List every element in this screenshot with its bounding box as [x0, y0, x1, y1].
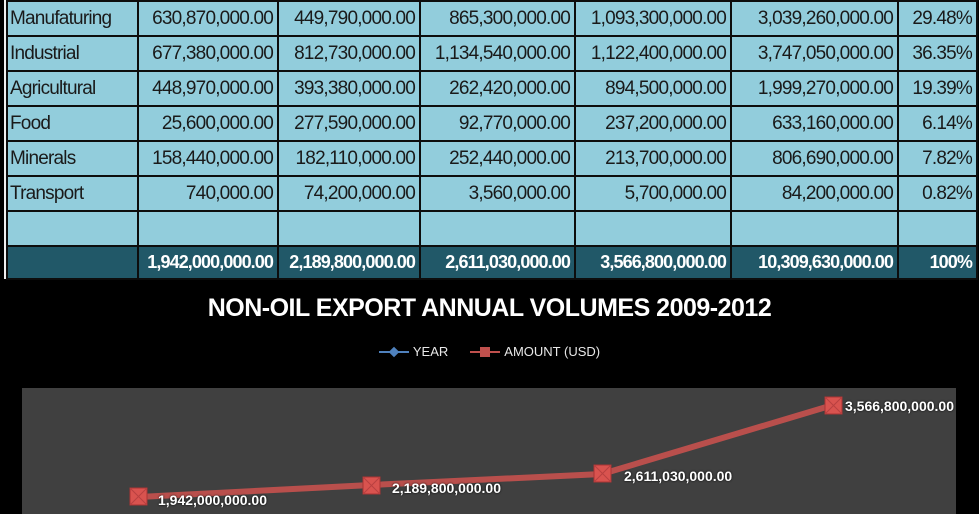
- table-row: Transport 740,000.00 74,200,000.00 3,560…: [6, 175, 978, 212]
- row-total-cell: 3,039,260,000.00: [730, 0, 899, 37]
- row-total-cell: 633,160,000.00: [730, 105, 899, 142]
- diamond-marker-icon: [378, 346, 409, 357]
- value-cell: 158,440,000.00: [137, 140, 279, 177]
- square-marker-icon: [362, 476, 381, 495]
- chart-title: NON-OIL EXPORT ANNUAL VOLUMES 2009-2012: [207, 294, 772, 322]
- category-cell: Transport: [6, 175, 139, 212]
- percent-cell: 0.82%: [897, 175, 978, 212]
- value-cell: 812,730,000.00: [277, 35, 421, 72]
- row-total-cell: 806,690,000.00: [730, 140, 899, 177]
- category-cell: Food: [6, 105, 139, 142]
- value-cell: 1,122,400,000.00: [574, 35, 732, 72]
- value-cell: 1,134,540,000.00: [419, 35, 576, 72]
- total-cell: 2,611,030,000.00: [419, 245, 576, 280]
- grand-total-cell: 10,309,630,000.00: [730, 245, 899, 280]
- data-label: 2,611,030,000.00: [624, 468, 733, 484]
- table-row: Industrial 677,380,000.00 812,730,000.00…: [6, 35, 978, 72]
- category-cell: Minerals: [6, 140, 139, 177]
- chart-legend: YEAR AMOUNT (USD): [0, 344, 979, 359]
- table-row: Agricultural 448,970,000.00 393,380,000.…: [6, 70, 978, 107]
- value-cell: 182,110,000.00: [277, 140, 421, 177]
- value-cell: 3,560,000.00: [419, 175, 576, 212]
- value-cell: 25,600,000.00: [137, 105, 279, 142]
- total-row: 1,942,000,000.00 2,189,800,000.00 2,611,…: [6, 245, 978, 280]
- square-marker-icon: [824, 396, 843, 415]
- total-percent-cell: 100%: [897, 245, 978, 280]
- value-cell: 5,700,000.00: [574, 175, 732, 212]
- value-cell: 677,380,000.00: [137, 35, 279, 72]
- table-row: Manufaturing 630,870,000.00 449,790,000.…: [6, 0, 978, 37]
- line-chart: NON-OIL EXPORT ANNUAL VOLUMES 2009-2012 …: [0, 280, 979, 514]
- value-cell: 277,590,000.00: [277, 105, 421, 142]
- empty-cell: [897, 210, 978, 247]
- category-cell: Manufaturing: [6, 0, 139, 37]
- data-label: 1,942,000,000.00: [158, 492, 267, 508]
- table-row: Minerals 158,440,000.00 182,110,000.00 2…: [6, 140, 978, 177]
- value-cell: 237,200,000.00: [574, 105, 732, 142]
- data-label: 3,566,800,000.00: [845, 398, 954, 414]
- value-cell: 630,870,000.00: [137, 0, 279, 37]
- square-marker-icon: [470, 346, 501, 357]
- blank-row: [6, 210, 978, 247]
- percent-cell: 29.48%: [897, 0, 978, 37]
- total-cell: 1,942,000,000.00: [137, 245, 279, 280]
- value-cell: 92,770,000.00: [419, 105, 576, 142]
- row-total-cell: 84,200,000.00: [730, 175, 899, 212]
- legend-label: AMOUNT (USD): [504, 344, 601, 359]
- empty-cell: [419, 210, 576, 247]
- percent-cell: 7.82%: [897, 140, 978, 177]
- value-cell: 393,380,000.00: [277, 70, 421, 107]
- empty-cell: [574, 210, 732, 247]
- export-table-container: Manufaturing 630,870,000.00 449,790,000.…: [4, 0, 978, 280]
- percent-cell: 19.39%: [897, 70, 978, 107]
- percent-cell: 6.14%: [897, 105, 978, 142]
- value-cell: 1,093,300,000.00: [574, 0, 732, 37]
- value-cell: 449,790,000.00: [277, 0, 421, 37]
- legend-label: YEAR: [412, 344, 449, 359]
- value-cell: 74,200,000.00: [277, 175, 421, 212]
- category-cell: Agricultural: [6, 70, 139, 107]
- empty-cell: [730, 210, 899, 247]
- percent-cell: 36.35%: [897, 35, 978, 72]
- value-cell: 252,440,000.00: [419, 140, 576, 177]
- square-marker-icon: [129, 487, 148, 506]
- square-marker-icon: [593, 464, 612, 483]
- empty-cell: [6, 210, 139, 247]
- total-cell: 3,566,800,000.00: [574, 245, 732, 280]
- value-cell: 865,300,000.00: [419, 0, 576, 37]
- row-total-cell: 1,999,270,000.00: [730, 70, 899, 107]
- row-total-cell: 3,747,050,000.00: [730, 35, 899, 72]
- table-row: Food 25,600,000.00 277,590,000.00 92,770…: [6, 105, 978, 142]
- value-cell: 262,420,000.00: [419, 70, 576, 107]
- plot-area: 1,942,000,000.00 2,189,800,000.00 2,611,…: [22, 388, 956, 514]
- legend-item-amount: AMOUNT (USD): [470, 344, 600, 359]
- export-table: Manufaturing 630,870,000.00 449,790,000.…: [6, 0, 978, 280]
- value-cell: 213,700,000.00: [574, 140, 732, 177]
- empty-cell: [137, 210, 279, 247]
- value-cell: 740,000.00: [137, 175, 279, 212]
- legend-item-year: YEAR: [378, 344, 449, 359]
- total-cell: 2,189,800,000.00: [277, 245, 421, 280]
- value-cell: 448,970,000.00: [137, 70, 279, 107]
- category-cell: Industrial: [6, 35, 139, 72]
- value-cell: 894,500,000.00: [574, 70, 732, 107]
- empty-cell: [277, 210, 421, 247]
- data-label: 2,189,800,000.00: [392, 480, 501, 496]
- amount-series-line: [129, 396, 843, 506]
- total-label-cell: [6, 245, 139, 280]
